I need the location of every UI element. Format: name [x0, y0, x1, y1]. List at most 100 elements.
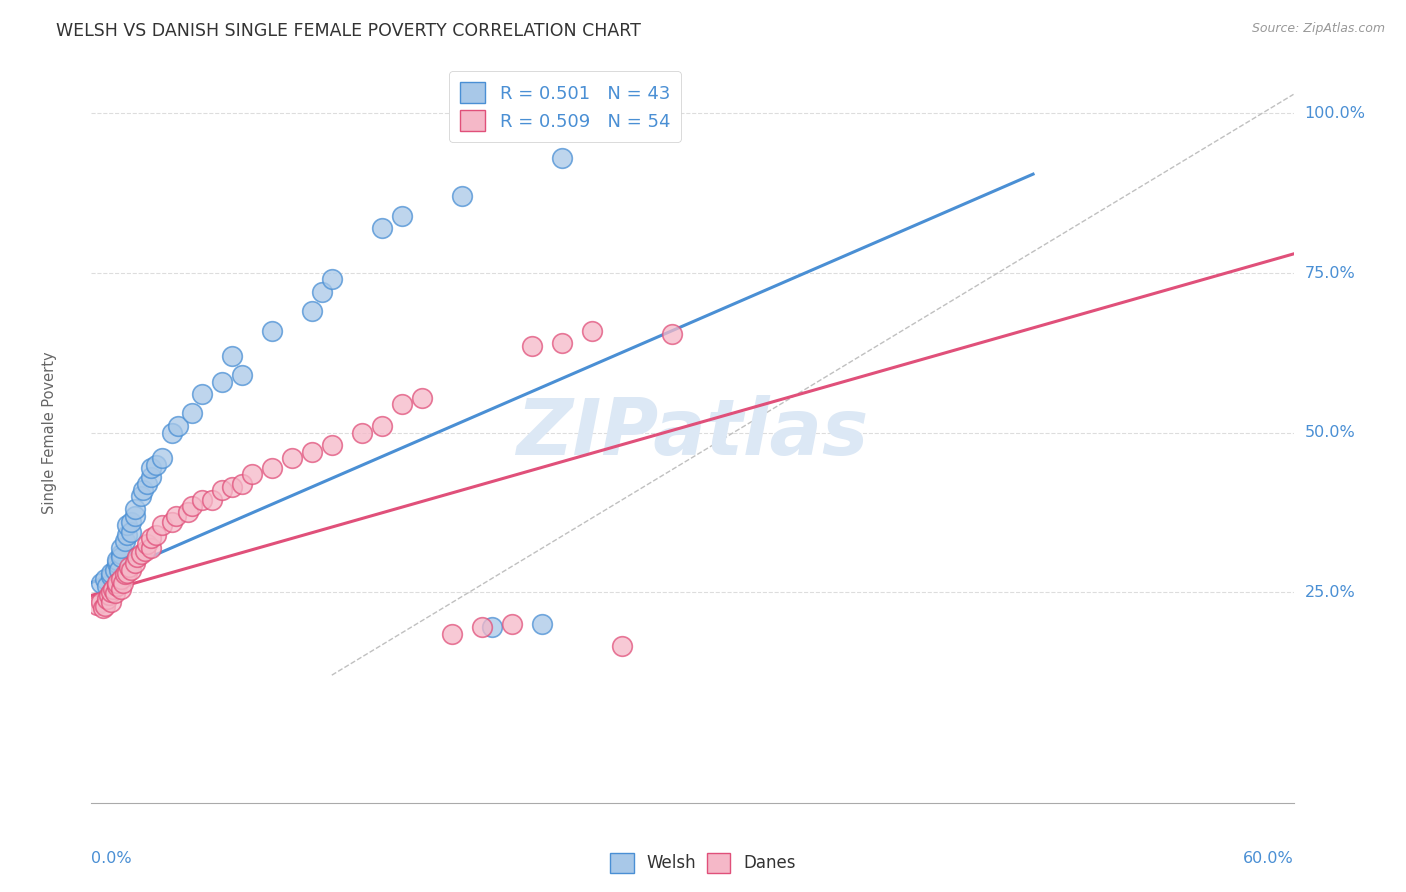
Point: [124, 557, 146, 571]
Point: [176, 505, 198, 519]
Point: [110, 547, 132, 561]
Point: [112, 575, 135, 590]
Point: [136, 537, 159, 551]
Point: [231, 476, 253, 491]
Point: [117, 566, 139, 580]
Point: [110, 541, 132, 555]
Point: [136, 476, 159, 491]
Text: ZIPatlas: ZIPatlas: [516, 394, 869, 471]
Point: [118, 559, 141, 574]
Point: [150, 451, 173, 466]
Point: [321, 438, 343, 452]
Point: [160, 515, 183, 529]
Point: [301, 444, 323, 458]
Point: [114, 534, 136, 549]
Point: [551, 336, 574, 351]
Point: [86, 598, 108, 612]
Point: [141, 470, 163, 484]
Point: [260, 460, 283, 475]
Point: [96, 591, 118, 606]
Point: [104, 563, 127, 577]
Point: [165, 508, 187, 523]
Point: [131, 547, 153, 561]
Point: [98, 588, 121, 602]
Text: Source: ZipAtlas.com: Source: ZipAtlas.com: [1251, 22, 1385, 36]
Point: [107, 553, 129, 567]
Point: [281, 451, 304, 466]
Text: 25.0%: 25.0%: [1305, 584, 1355, 599]
Point: [141, 460, 163, 475]
Point: [481, 620, 503, 634]
Point: [440, 626, 463, 640]
Point: [132, 483, 155, 497]
Point: [260, 324, 283, 338]
Point: [107, 557, 129, 571]
Point: [114, 567, 136, 582]
Point: [107, 579, 129, 593]
Point: [371, 419, 394, 434]
Point: [100, 569, 122, 583]
Point: [124, 508, 146, 523]
Point: [190, 387, 212, 401]
Point: [612, 640, 634, 654]
Point: [150, 518, 173, 533]
Point: [141, 541, 163, 555]
Point: [94, 573, 117, 587]
Point: [350, 425, 373, 440]
Legend: R = 0.501   N = 43, R = 0.509   N = 54: R = 0.501 N = 43, R = 0.509 N = 54: [449, 71, 681, 142]
Point: [522, 339, 544, 353]
Point: [100, 595, 122, 609]
Point: [117, 518, 139, 533]
Legend: Welsh, Danes: Welsh, Danes: [603, 847, 803, 880]
Point: [211, 375, 233, 389]
Point: [371, 221, 394, 235]
Point: [104, 586, 127, 600]
Point: [451, 189, 474, 203]
Point: [221, 349, 243, 363]
Point: [121, 524, 143, 539]
Point: [166, 419, 188, 434]
Point: [501, 617, 523, 632]
Point: [121, 515, 143, 529]
Point: [93, 601, 115, 615]
Text: 50.0%: 50.0%: [1305, 425, 1355, 440]
Point: [160, 425, 183, 440]
Text: WELSH VS DANISH SINGLE FEMALE POVERTY CORRELATION CHART: WELSH VS DANISH SINGLE FEMALE POVERTY CO…: [56, 22, 641, 40]
Text: 60.0%: 60.0%: [1243, 851, 1294, 866]
Point: [661, 326, 683, 341]
Point: [190, 492, 212, 507]
Point: [121, 563, 143, 577]
Point: [471, 620, 494, 634]
Point: [127, 550, 149, 565]
Point: [90, 575, 112, 590]
Point: [391, 209, 413, 223]
Point: [211, 483, 233, 497]
Point: [100, 585, 122, 599]
Point: [311, 285, 333, 300]
Point: [141, 531, 163, 545]
Point: [131, 490, 153, 504]
Point: [180, 499, 202, 513]
Point: [124, 502, 146, 516]
Text: 0.0%: 0.0%: [91, 851, 132, 866]
Point: [107, 575, 129, 590]
Point: [145, 527, 167, 541]
Point: [90, 595, 112, 609]
Point: [96, 579, 118, 593]
Text: 75.0%: 75.0%: [1305, 266, 1355, 281]
Point: [301, 304, 323, 318]
Point: [201, 492, 224, 507]
Point: [231, 368, 253, 383]
Point: [411, 391, 433, 405]
Point: [110, 550, 132, 565]
Point: [551, 151, 574, 165]
Point: [103, 582, 125, 596]
Point: [180, 407, 202, 421]
Point: [240, 467, 263, 482]
Point: [531, 617, 554, 632]
Point: [117, 527, 139, 541]
Point: [100, 566, 122, 580]
Point: [108, 563, 131, 577]
Point: [134, 543, 156, 558]
Point: [221, 480, 243, 494]
